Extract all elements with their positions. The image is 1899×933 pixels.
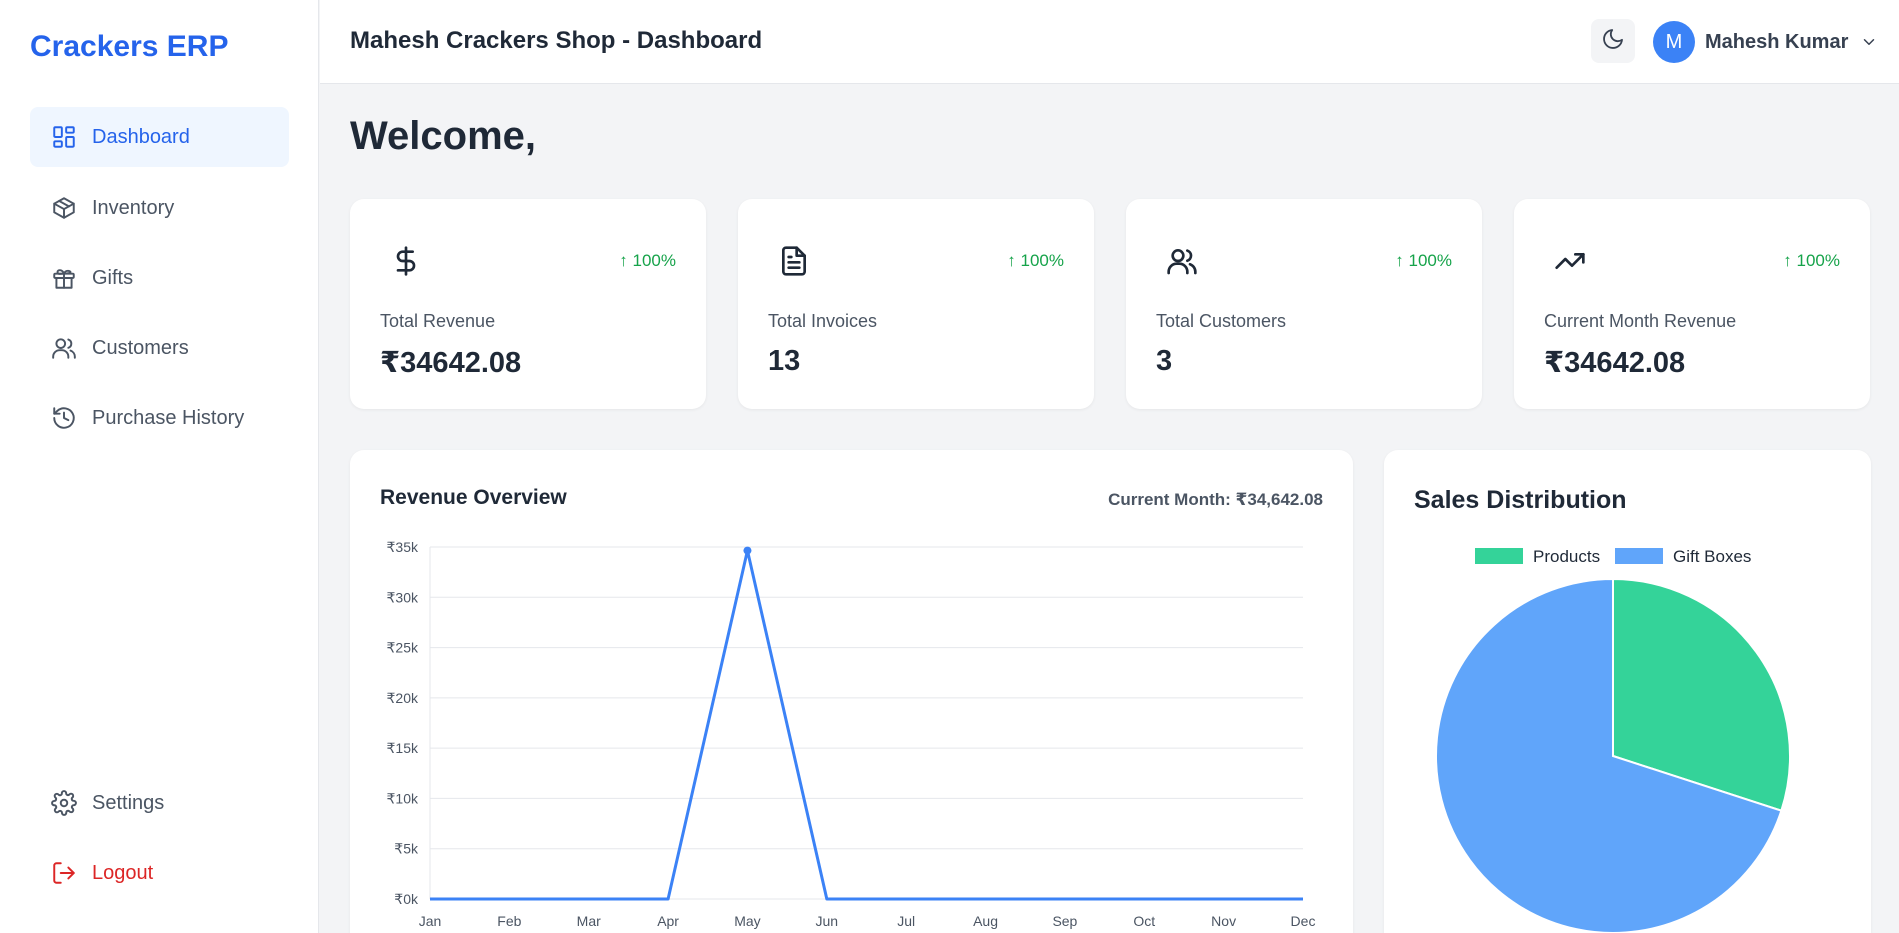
stat-label: Current Month Revenue — [1544, 311, 1737, 331]
sidebar-item-label: Settings — [92, 791, 165, 814]
legend-swatch — [1475, 548, 1523, 564]
user-name: Mahesh Kumar — [1705, 30, 1849, 53]
stat-card-total-revenue: ↑ 100% Total Revenue ₹34642.08 — [350, 199, 706, 409]
x-tick-label: Jan — [419, 913, 442, 929]
welcome-heading: Welcome, — [350, 114, 536, 158]
sidebar-item-purchase-history[interactable]: Purchase History — [30, 388, 289, 448]
sales-distribution-card: Sales Distribution Products Gift Boxes — [1384, 450, 1871, 933]
package-icon — [50, 194, 78, 222]
stat-label: Total Revenue — [380, 311, 496, 331]
brand-logo[interactable]: Crackers ERP — [30, 30, 229, 63]
stat-value: 3 — [1156, 345, 1173, 377]
revenue-line-chart: ₹0k ₹5k ₹10k ₹15k ₹20k ₹25k ₹30k ₹35k Jan Feb Mar A… — [387, 539, 1316, 929]
sidebar-item-label: Dashboard — [92, 125, 190, 148]
sales-pie-chart: Products Gift Boxes — [1435, 547, 1791, 933]
stat-value: ₹34642.08 — [1544, 347, 1686, 379]
data-point — [743, 546, 752, 555]
x-tick-label: Mar — [577, 913, 601, 929]
x-tick-label: Apr — [657, 913, 679, 929]
sidebar-item-label: Gifts — [92, 266, 134, 289]
users-icon — [1166, 245, 1198, 277]
stat-label: Total Invoices — [768, 311, 878, 331]
sidebar: Crackers ERP Dashboard Inventory Gifts C… — [0, 0, 319, 933]
y-tick-label: ₹35k — [387, 539, 419, 555]
stat-value: 13 — [768, 345, 801, 377]
y-tick-label: ₹10k — [387, 790, 419, 806]
x-tick-label: May — [734, 913, 760, 929]
stat-value: ₹34642.08 — [380, 347, 522, 379]
pie-slice — [1612, 577, 1791, 812]
stat-card-total-invoices: ↑ 100% Total Invoices 13 — [738, 199, 1094, 409]
chart-title: Sales Distribution — [1414, 486, 1627, 514]
y-tick-label: ₹0k — [394, 891, 419, 907]
logout-label: Logout — [92, 861, 154, 884]
sidebar-item-inventory[interactable]: Inventory — [30, 178, 289, 238]
sidebar-item-label: Purchase History — [92, 406, 245, 429]
x-tick-label: Aug — [973, 913, 998, 929]
trending-up-icon — [1554, 245, 1586, 277]
stat-change: ↑ 100% — [1783, 251, 1840, 270]
gift-icon — [50, 264, 78, 292]
y-tick-label: ₹15k — [387, 740, 419, 756]
stat-label: Total Customers — [1156, 311, 1287, 331]
dollar-icon — [390, 245, 422, 277]
x-tick-label: Nov — [1211, 913, 1236, 929]
history-icon — [50, 404, 78, 432]
page-title: Mahesh Crackers Shop - Dashboard — [350, 27, 763, 54]
sidebar-item-settings[interactable]: Settings — [30, 773, 289, 833]
top-header: Mahesh Crackers Shop - Dashboard M Mahes… — [320, 0, 1899, 84]
sidebar-item-label: Customers — [92, 336, 189, 359]
stat-card-current-month-revenue: ↑ 100% Current Month Revenue ₹34642.08 — [1514, 199, 1870, 409]
dashboard-icon — [50, 123, 78, 151]
x-tick-label: Sep — [1052, 913, 1077, 929]
stat-card-total-customers: ↑ 100% Total Customers 3 — [1126, 199, 1482, 409]
gear-icon — [50, 789, 78, 817]
chevron-down-icon — [1860, 33, 1878, 51]
pie-slice — [1435, 577, 1783, 933]
stat-change: ↑ 100% — [1007, 251, 1064, 270]
current-month-revenue: Current Month: ₹34,642.08 — [1108, 490, 1323, 509]
y-tick-label: ₹30k — [387, 589, 419, 605]
sidebar-item-gifts[interactable]: Gifts — [30, 248, 289, 308]
sidebar-item-dashboard[interactable]: Dashboard — [30, 107, 289, 167]
users-icon — [50, 334, 78, 362]
stat-change: ↑ 100% — [1395, 251, 1452, 270]
logout-icon — [50, 859, 78, 887]
avatar: M — [1653, 21, 1695, 63]
logout-button[interactable]: Logout — [30, 843, 289, 903]
revenue-overview-card: Revenue Overview Current Month: ₹34,642.… — [350, 450, 1353, 933]
y-tick-label: ₹5k — [394, 841, 419, 857]
chart-title: Revenue Overview — [380, 486, 567, 509]
x-tick-label: Jul — [897, 913, 915, 929]
user-menu[interactable]: M Mahesh Kumar — [1653, 20, 1878, 64]
x-tick-label: Jun — [816, 913, 839, 929]
document-icon — [778, 245, 810, 277]
y-tick-label: ₹20k — [387, 690, 419, 706]
stat-change: ↑ 100% — [619, 251, 676, 270]
legend-label: Products — [1533, 547, 1600, 566]
sidebar-item-customers[interactable]: Customers — [30, 318, 289, 378]
x-tick-label: Feb — [497, 913, 521, 929]
y-tick-label: ₹25k — [387, 640, 419, 656]
theme-toggle-button[interactable] — [1591, 19, 1635, 63]
x-tick-label: Dec — [1291, 913, 1316, 929]
moon-icon — [1601, 27, 1625, 56]
revenue-series-line — [430, 549, 1303, 901]
sidebar-item-label: Inventory — [92, 196, 175, 219]
legend-swatch — [1615, 548, 1663, 564]
legend-label: Gift Boxes — [1673, 547, 1751, 566]
x-tick-label: Oct — [1133, 913, 1155, 929]
